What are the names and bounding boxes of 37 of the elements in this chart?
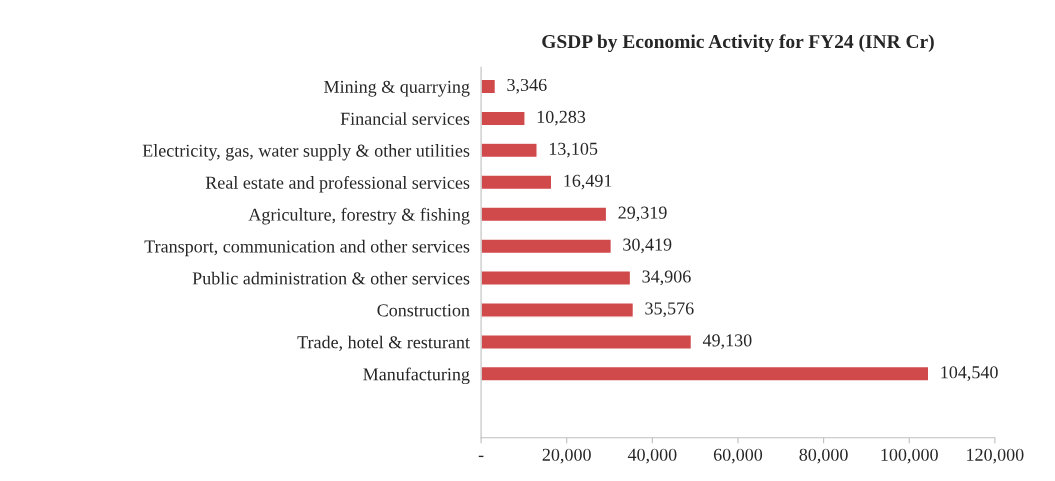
bar: [481, 238, 613, 255]
x-tick-label: 100,000: [881, 448, 938, 464]
y-tick-label: Electricity, gas, water supply & other utilities: [142, 144, 470, 161]
y-tick-label: Transport, communication and other services: [144, 239, 470, 257]
bar: [481, 270, 632, 286]
bar: [481, 142, 538, 159]
data-label: 10,283: [537, 110, 586, 126]
y-tick-label: Construction: [377, 304, 470, 317]
y-tick-label: Financial services: [340, 112, 470, 125]
bar: [481, 334, 693, 350]
data-label: 29,319: [618, 206, 667, 222]
data-label: 34,906: [642, 270, 691, 286]
x-tick-label: -: [478, 455, 484, 458]
bar: [481, 174, 553, 191]
data-label: 13,105: [549, 142, 598, 158]
y-tick-label: Manufacturing: [363, 367, 470, 385]
bar: [481, 206, 608, 223]
bar: [481, 365, 930, 382]
y-tick-label: Mining & quarrying: [324, 80, 470, 97]
chart-title: GSDP by Economic Activity for FY24 (INR Cr): [542, 34, 934, 53]
y-tick-label: Trade, hotel & resturant: [297, 335, 470, 351]
x-tick-label: 20,000: [542, 448, 591, 464]
y-tick-label: Real estate and professional services: [205, 175, 470, 193]
bar: [481, 302, 635, 318]
x-tick-label: 60,000: [713, 448, 763, 464]
bar: [481, 110, 526, 127]
data-label: 30,419: [623, 238, 672, 254]
x-tick-label: 80,000: [799, 448, 848, 464]
data-label: 3,346: [507, 78, 547, 94]
x-tick-label: 120,000: [967, 448, 1024, 464]
y-tick-label: Agriculture, forestry & fishing: [248, 207, 470, 225]
y-tick-label: Public administration & other services: [192, 271, 470, 285]
x-tick-label: 40,000: [627, 448, 677, 464]
data-label: 35,576: [645, 302, 694, 318]
data-label: 49,130: [702, 334, 752, 350]
data-label: 16,491: [564, 174, 612, 190]
data-label: 104,540: [941, 366, 998, 381]
